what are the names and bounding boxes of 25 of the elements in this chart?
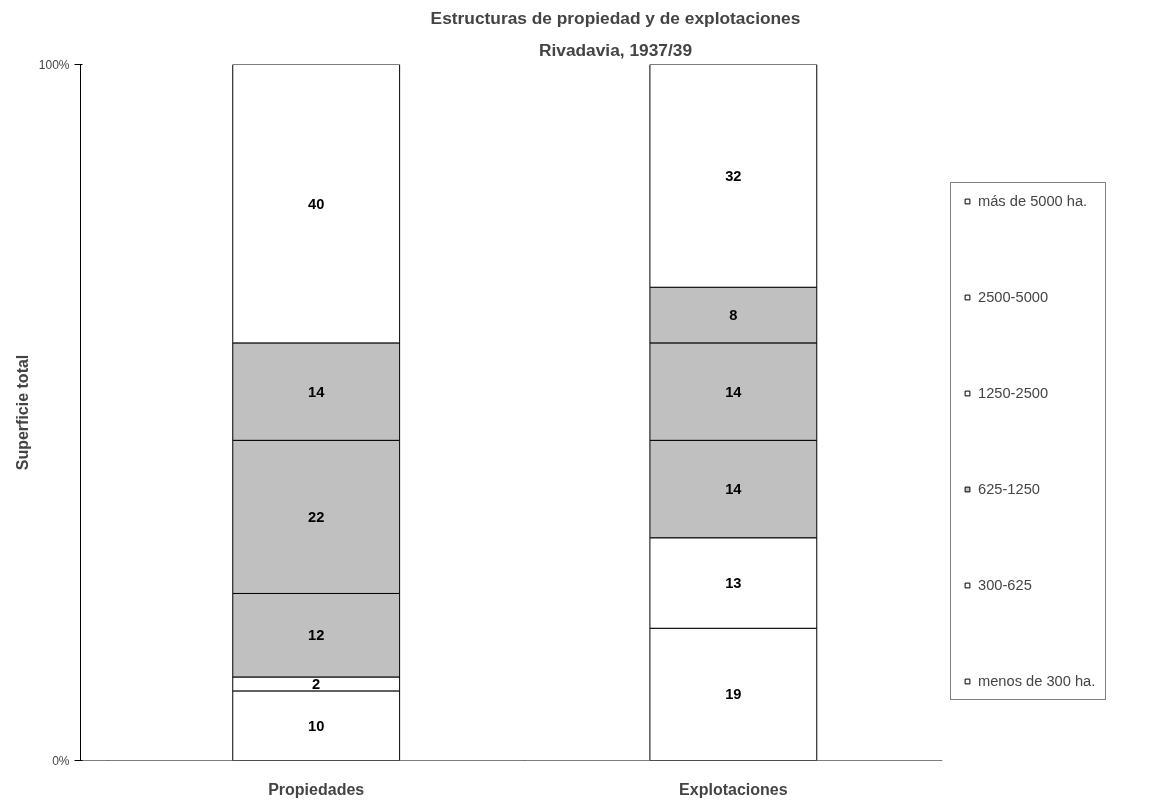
legend-label: más de 5000 ha. bbox=[978, 193, 1088, 209]
data-label: 40 bbox=[308, 195, 325, 212]
legend-label: 300-625 bbox=[978, 577, 1032, 593]
data-label: 19 bbox=[725, 686, 742, 703]
legend-label: 625-1250 bbox=[978, 481, 1040, 497]
y-tick-label: 100% bbox=[38, 57, 70, 72]
x-tick-label: Propiedades bbox=[268, 780, 365, 798]
data-label: 32 bbox=[725, 167, 742, 184]
data-label: 2 bbox=[312, 675, 321, 692]
data-label: 10 bbox=[308, 717, 325, 734]
y-tick-label: 0% bbox=[52, 753, 70, 768]
legend-label: menos de 300 ha. bbox=[978, 673, 1096, 689]
chart-title: Estructuras de propiedad y de explotaciones bbox=[430, 7, 801, 28]
x-tick-label: Explotaciones bbox=[679, 780, 788, 798]
data-label: 14 bbox=[308, 383, 326, 400]
legend-label: 1250-2500 bbox=[978, 385, 1049, 401]
data-label: 12 bbox=[308, 627, 325, 644]
chart-subtitle: Rivadavia, 1937/39 bbox=[538, 39, 693, 60]
y-axis-title: Superficie total bbox=[13, 354, 31, 471]
data-label: 14 bbox=[725, 481, 743, 498]
legend-label: 2500-5000 bbox=[978, 289, 1049, 305]
data-label: 22 bbox=[308, 508, 325, 525]
data-label: 13 bbox=[725, 575, 742, 592]
data-label: 8 bbox=[729, 307, 738, 324]
data-label: 14 bbox=[725, 383, 743, 400]
